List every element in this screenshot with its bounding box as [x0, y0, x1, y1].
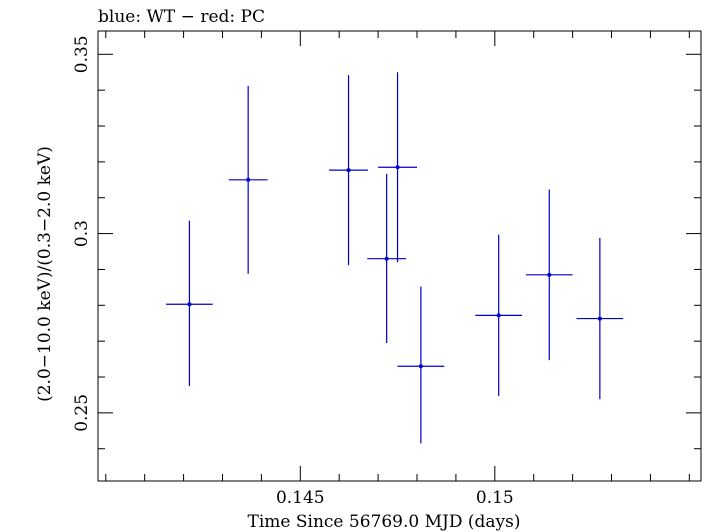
data-point [367, 173, 407, 343]
point-marker [246, 177, 251, 182]
point-marker [418, 364, 423, 369]
point-marker [597, 316, 602, 321]
point-marker [384, 256, 389, 261]
axis-tick-labels: 0.145 0.15 0.25 0.3 0.35 [72, 35, 514, 508]
y-tick-label: 0.35 [72, 35, 92, 73]
data-point [525, 189, 573, 361]
y-tick-label: 0.3 [72, 220, 92, 247]
point-marker [346, 168, 351, 173]
data-point [378, 72, 418, 263]
axis-ticks [98, 31, 701, 481]
plot-frame [97, 30, 702, 482]
x-axis-label: Time Since 56769.0 MJD (days) [248, 512, 521, 532]
data-point [329, 75, 368, 266]
data-point [397, 286, 445, 444]
point-marker [395, 165, 400, 170]
data-points [166, 72, 624, 444]
chart-title: blue: WT − red: PC [98, 7, 265, 27]
y-axis-label: (2.0−10.0 keV)/(0.3−2.0 keV) [35, 146, 55, 402]
x-tick-label: 0.15 [476, 488, 514, 508]
point-marker [496, 313, 501, 318]
point-marker [547, 272, 552, 277]
point-marker [187, 302, 192, 307]
y-tick-label: 0.25 [72, 394, 92, 432]
data-point [166, 220, 213, 386]
data-point [475, 234, 523, 397]
data-point [576, 237, 624, 400]
data-point [228, 85, 268, 274]
x-tick-label: 0.145 [276, 488, 325, 508]
